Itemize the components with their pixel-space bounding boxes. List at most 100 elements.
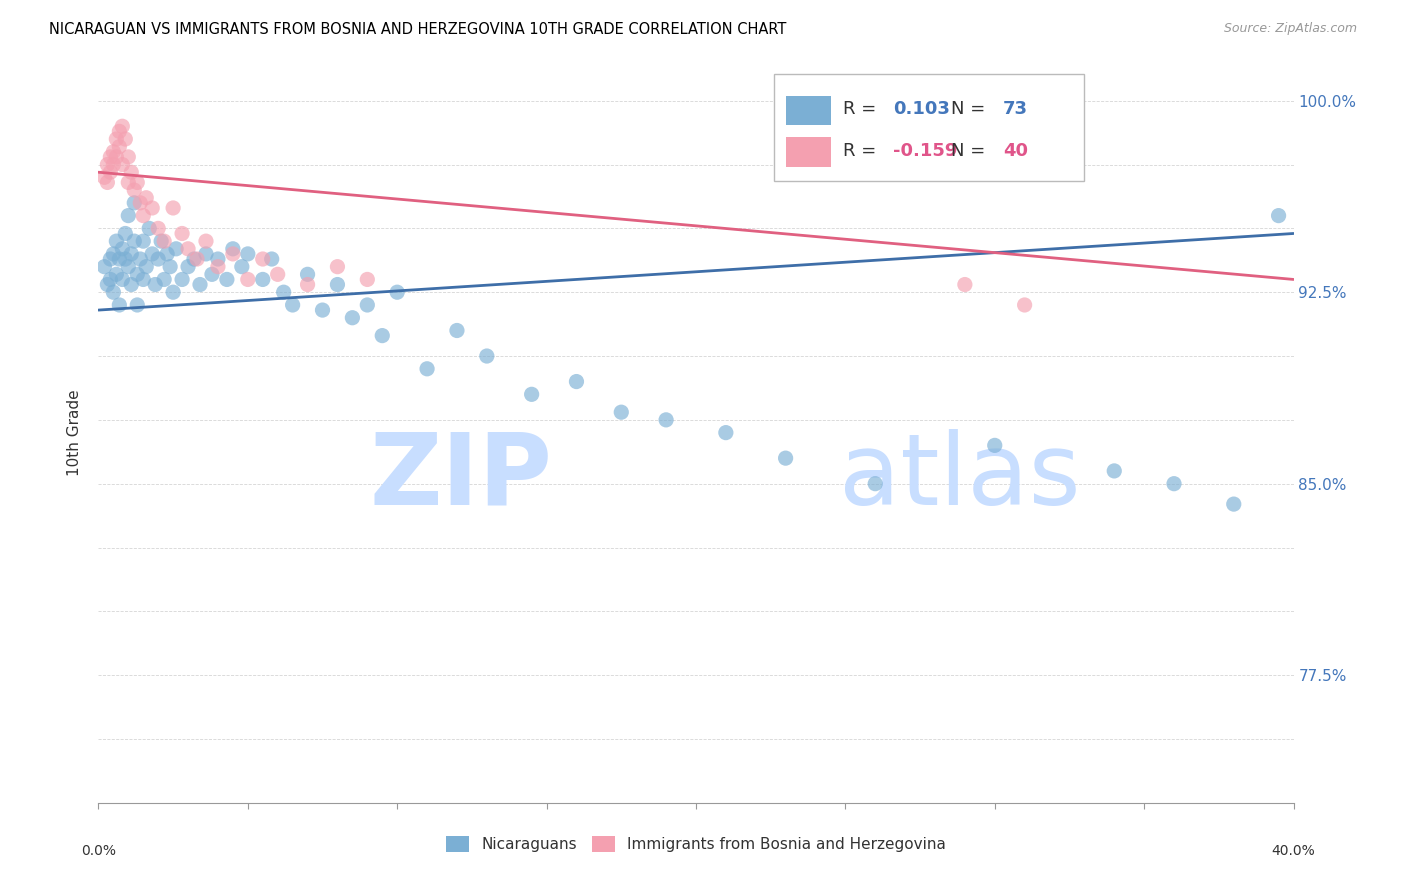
Point — [114, 132, 136, 146]
Point — [103, 247, 125, 261]
Text: 40: 40 — [1002, 142, 1028, 160]
Point — [865, 476, 887, 491]
Point — [143, 277, 166, 292]
Point — [120, 277, 142, 292]
Point — [105, 234, 128, 248]
Point — [297, 277, 319, 292]
Text: R =: R = — [844, 142, 882, 160]
Point — [222, 242, 245, 256]
Text: -0.159: -0.159 — [893, 142, 957, 160]
Point — [714, 425, 737, 440]
Text: ZIP: ZIP — [370, 428, 553, 525]
Point — [342, 310, 364, 325]
Point — [565, 375, 588, 389]
Point — [236, 272, 259, 286]
Text: Source: ZipAtlas.com: Source: ZipAtlas.com — [1223, 22, 1357, 36]
Point — [177, 260, 200, 274]
Point — [655, 413, 678, 427]
Text: 0.0%: 0.0% — [82, 845, 115, 858]
Point — [231, 260, 253, 274]
Point — [207, 260, 229, 274]
Point — [222, 247, 245, 261]
Point — [953, 277, 976, 292]
Point — [1223, 497, 1246, 511]
Point — [132, 272, 155, 286]
Point — [135, 191, 157, 205]
Point — [96, 157, 118, 171]
Point — [260, 252, 283, 266]
Point — [93, 260, 115, 274]
Point — [201, 268, 224, 282]
Point — [297, 268, 319, 282]
Point — [127, 176, 149, 190]
Point — [98, 150, 122, 164]
Point — [475, 349, 498, 363]
Point — [127, 268, 149, 282]
Point — [215, 272, 238, 286]
Text: 0.103: 0.103 — [893, 100, 950, 118]
Point — [188, 277, 211, 292]
Point — [103, 157, 125, 171]
FancyBboxPatch shape — [786, 95, 831, 126]
Point — [98, 165, 122, 179]
Point — [162, 285, 184, 300]
Point — [236, 247, 259, 261]
Point — [172, 227, 194, 241]
Legend: Nicaraguans, Immigrants from Bosnia and Herzegovina: Nicaraguans, Immigrants from Bosnia and … — [440, 830, 952, 858]
Point — [183, 252, 205, 266]
Point — [135, 260, 157, 274]
Point — [105, 132, 128, 146]
Point — [103, 145, 125, 159]
Point — [132, 234, 155, 248]
Text: R =: R = — [844, 100, 882, 118]
Point — [111, 272, 134, 286]
Point — [162, 201, 184, 215]
Point — [520, 387, 543, 401]
Point — [195, 234, 218, 248]
Point — [356, 272, 378, 286]
Point — [252, 252, 274, 266]
Point — [96, 176, 118, 190]
Point — [114, 252, 136, 266]
Point — [153, 234, 176, 248]
Point — [124, 234, 146, 248]
Point — [150, 234, 173, 248]
Point — [127, 298, 149, 312]
Point — [267, 268, 290, 282]
Point — [138, 221, 160, 235]
Point — [1014, 298, 1036, 312]
Point — [96, 277, 118, 292]
Point — [1163, 476, 1185, 491]
Point — [93, 170, 115, 185]
Point — [111, 157, 134, 171]
Point — [108, 124, 131, 138]
Point — [610, 405, 633, 419]
Point — [159, 260, 181, 274]
Point — [153, 272, 176, 286]
Point — [124, 183, 146, 197]
Point — [120, 165, 142, 179]
Point — [156, 247, 179, 261]
Point — [281, 298, 304, 312]
Point — [129, 252, 152, 266]
Point — [111, 242, 134, 256]
Point — [416, 361, 439, 376]
Point — [132, 209, 155, 223]
Point — [356, 298, 378, 312]
Point — [273, 285, 295, 300]
Point — [105, 150, 128, 164]
Point — [371, 328, 394, 343]
Point — [1104, 464, 1126, 478]
Point — [117, 209, 139, 223]
Point — [129, 195, 152, 210]
Point — [103, 285, 125, 300]
Point — [326, 277, 349, 292]
Text: N =: N = — [950, 100, 990, 118]
Text: NICARAGUAN VS IMMIGRANTS FROM BOSNIA AND HERZEGOVINA 10TH GRADE CORRELATION CHAR: NICARAGUAN VS IMMIGRANTS FROM BOSNIA AND… — [49, 22, 786, 37]
Point — [207, 252, 229, 266]
Point — [114, 227, 136, 241]
Point — [446, 324, 468, 338]
Point — [195, 247, 218, 261]
Point — [111, 120, 134, 134]
Point — [98, 252, 122, 266]
